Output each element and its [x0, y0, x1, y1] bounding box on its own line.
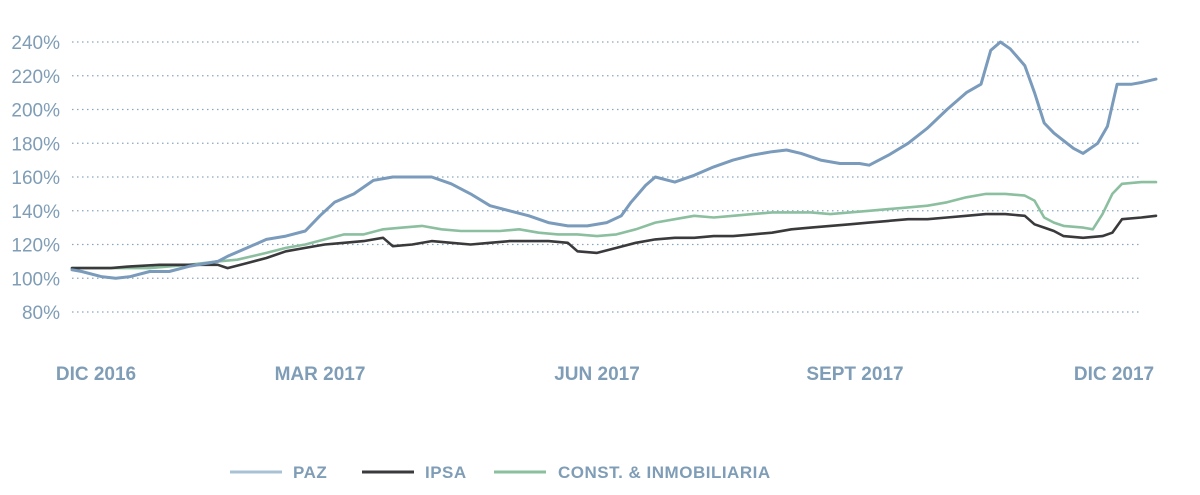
x-tick-label: MAR 2017	[275, 364, 366, 385]
series-line-paz	[70, 40, 1158, 280]
y-tick-label: 80%	[22, 303, 60, 324]
legend-label-const-inmobiliaria: CONST. & INMOBILIARIA	[558, 463, 771, 482]
y-axis-ticks: 80% 100% 120% 140% 160% 180% 200% 220% 240%	[11, 33, 60, 324]
series-line-ipsa	[70, 212, 1158, 270]
y-tick-label: 120%	[11, 236, 60, 257]
y-tick-label: 220%	[11, 67, 60, 88]
y-tick-label: 100%	[11, 269, 60, 290]
series-lines	[70, 40, 1158, 280]
legend-label-ipsa: IPSA	[425, 463, 467, 482]
x-tick-label: SEPT 2017	[806, 364, 903, 385]
legend: PAZ IPSA CONST. & INMOBILIARIA	[230, 463, 771, 482]
legend-label-paz: PAZ	[293, 463, 327, 482]
y-tick-label: 200%	[11, 101, 60, 122]
y-tick-label: 140%	[11, 202, 60, 223]
y-tick-label: 180%	[11, 134, 60, 155]
x-axis-ticks: DIC 2016 MAR 2017 JUN 2017 SEPT 2017 DIC 201…	[56, 364, 1154, 385]
x-tick-label: JUN 2017	[554, 364, 640, 385]
x-tick-label: DIC 2016	[56, 364, 136, 385]
gridlines	[72, 41, 1142, 313]
x-tick-label: DIC 2017	[1074, 364, 1154, 385]
y-tick-label: 160%	[11, 168, 60, 189]
y-tick-label: 240%	[11, 33, 60, 54]
series-line-const-inmobiliaria	[70, 180, 1158, 270]
